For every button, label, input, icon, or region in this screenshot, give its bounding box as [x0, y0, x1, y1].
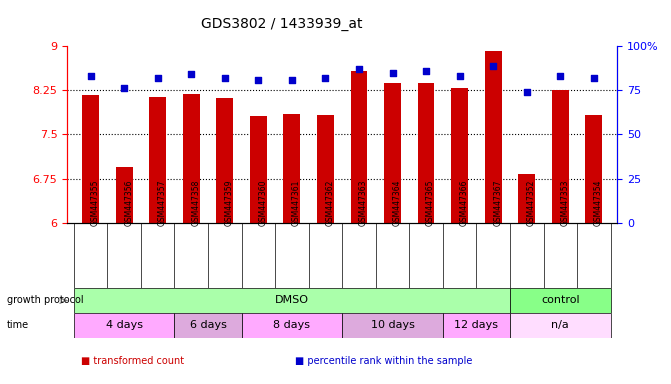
Text: GSM447361: GSM447361: [292, 180, 301, 226]
Text: time: time: [7, 320, 29, 331]
Text: GSM447352: GSM447352: [527, 180, 535, 226]
Bar: [83, 95, 99, 223]
FancyBboxPatch shape: [443, 313, 510, 338]
Point: [488, 63, 499, 69]
Bar: [384, 83, 401, 223]
Text: 12 days: 12 days: [454, 320, 499, 331]
Bar: [552, 90, 568, 223]
Bar: [585, 115, 602, 223]
Bar: [183, 94, 200, 223]
Text: GSM447353: GSM447353: [560, 179, 569, 226]
Text: GSM447360: GSM447360: [258, 179, 267, 226]
Text: GSM447357: GSM447357: [158, 179, 166, 226]
Point: [152, 75, 163, 81]
Text: 10 days: 10 days: [370, 320, 415, 331]
Text: GSM447366: GSM447366: [460, 179, 468, 226]
Point: [85, 73, 96, 79]
FancyBboxPatch shape: [174, 313, 242, 338]
Text: GSM447359: GSM447359: [225, 179, 234, 226]
Text: 8 days: 8 days: [273, 320, 311, 331]
Text: GSM447362: GSM447362: [325, 180, 334, 226]
Text: n/a: n/a: [552, 320, 569, 331]
Text: 4 days: 4 days: [105, 320, 143, 331]
FancyBboxPatch shape: [342, 313, 443, 338]
Text: DMSO: DMSO: [275, 295, 309, 306]
Point: [354, 66, 364, 72]
Point: [387, 70, 398, 76]
Bar: [417, 83, 434, 223]
Point: [287, 76, 297, 83]
Bar: [149, 97, 166, 223]
Text: GSM447363: GSM447363: [359, 179, 368, 226]
Point: [186, 71, 197, 78]
Bar: [518, 174, 535, 223]
Bar: [350, 71, 367, 223]
FancyBboxPatch shape: [510, 288, 611, 313]
Bar: [283, 114, 300, 223]
Text: GSM447354: GSM447354: [594, 179, 603, 226]
Text: GDS3802 / 1433939_at: GDS3802 / 1433939_at: [201, 17, 362, 31]
Bar: [317, 115, 333, 223]
FancyBboxPatch shape: [510, 313, 611, 338]
Bar: [451, 88, 468, 223]
Bar: [484, 51, 501, 223]
Text: GSM447367: GSM447367: [493, 179, 502, 226]
Point: [588, 75, 599, 81]
Point: [521, 89, 532, 95]
Bar: [250, 116, 266, 223]
Text: GSM447365: GSM447365: [426, 179, 435, 226]
Point: [119, 85, 130, 91]
FancyBboxPatch shape: [74, 288, 510, 313]
Point: [320, 75, 331, 81]
Text: ■ percentile rank within the sample: ■ percentile rank within the sample: [295, 356, 472, 366]
Point: [219, 75, 230, 81]
Text: ■ transformed count: ■ transformed count: [81, 356, 184, 366]
Bar: [216, 98, 234, 223]
FancyBboxPatch shape: [74, 313, 174, 338]
Bar: [116, 167, 133, 223]
Point: [253, 76, 264, 83]
Point: [555, 73, 566, 79]
Text: GSM447355: GSM447355: [91, 179, 99, 226]
FancyBboxPatch shape: [242, 313, 342, 338]
Text: 6 days: 6 days: [190, 320, 226, 331]
Point: [421, 68, 431, 74]
Text: GSM447364: GSM447364: [393, 179, 401, 226]
Text: GSM447356: GSM447356: [124, 179, 133, 226]
Point: [454, 73, 465, 79]
Text: growth protocol: growth protocol: [7, 295, 83, 306]
Text: GSM447358: GSM447358: [191, 180, 200, 226]
Text: control: control: [541, 295, 580, 306]
